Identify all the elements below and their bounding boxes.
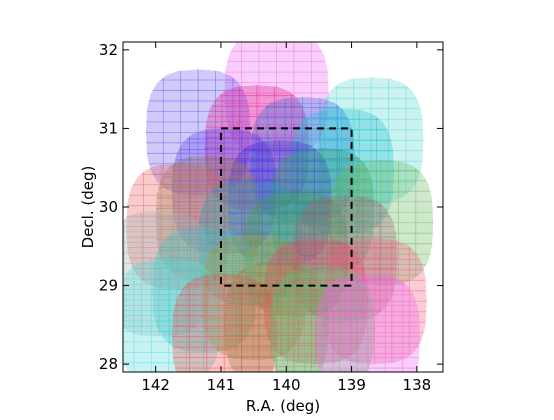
y-axis-label: Decl. (deg) bbox=[79, 166, 97, 249]
survey-field bbox=[155, 155, 261, 282]
x-tick-label: 140 bbox=[272, 376, 301, 394]
x-tick-label: 138 bbox=[403, 376, 432, 394]
y-tick-label: 28 bbox=[99, 355, 118, 373]
survey-field bbox=[269, 265, 375, 372]
y-tick-label: 32 bbox=[99, 41, 118, 59]
survey-field bbox=[292, 195, 398, 321]
survey-field bbox=[315, 273, 421, 372]
y-tick-label: 31 bbox=[99, 119, 118, 137]
y-tick-label: 30 bbox=[99, 198, 118, 216]
survey-field bbox=[322, 238, 427, 365]
y-tick-label: 29 bbox=[99, 277, 118, 295]
x-tick-label: 139 bbox=[337, 376, 366, 394]
survey-field bbox=[224, 262, 329, 372]
x-tick-label: 142 bbox=[141, 376, 170, 394]
x-axis-label: R.A. (deg) bbox=[246, 397, 320, 415]
survey-field bbox=[123, 258, 221, 372]
x-tick-label: 141 bbox=[207, 376, 236, 394]
axis-ticks: 142 141 140 139 138 28 29 30 31 32 bbox=[99, 41, 443, 394]
survey-fields bbox=[123, 42, 434, 372]
highlight-box bbox=[219, 127, 353, 287]
